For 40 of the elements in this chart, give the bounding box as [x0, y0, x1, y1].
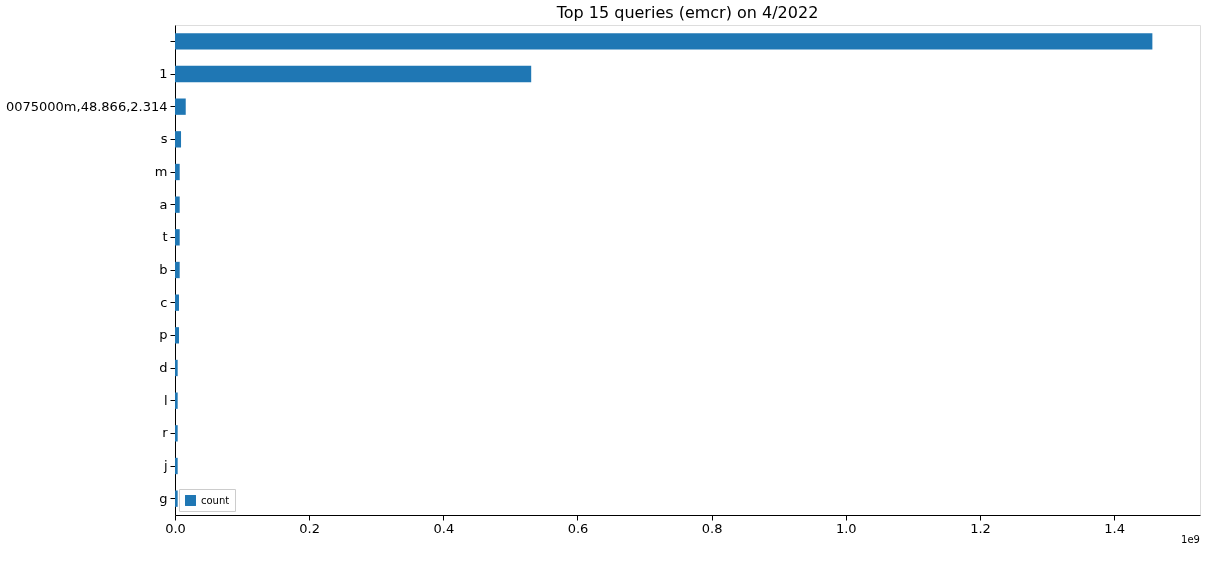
- bar: [175, 196, 180, 213]
- y-tick-label: l: [163, 392, 168, 408]
- chart-title: Top 15 queries (emcr) on 4/2022: [555, 3, 819, 22]
- y-tick-label: b: [159, 262, 168, 277]
- x-tick-label: 0.4: [433, 520, 455, 536]
- bar: [175, 131, 182, 148]
- bar: [175, 359, 178, 377]
- x-tick-label: 0.2: [299, 520, 321, 536]
- bar: [175, 229, 180, 246]
- x-tick-label: 0.8: [701, 520, 723, 536]
- text: 1e9: [1181, 534, 1200, 545]
- legend-label: count: [201, 494, 230, 506]
- y-tick-label: g: [159, 490, 168, 506]
- x-tick-label: 1.2: [970, 520, 991, 536]
- y-tick-label: a: [159, 196, 168, 212]
- bar: [175, 392, 178, 409]
- y-tick-label: c: [160, 294, 168, 310]
- y-tick-label: s: [160, 131, 168, 147]
- bar: [175, 457, 178, 475]
- y-tick-label: j: [162, 458, 168, 473]
- y-tick-label: p: [159, 327, 168, 343]
- bar: [175, 261, 180, 279]
- x-tick-label: 0.0: [165, 520, 186, 536]
- y-tick-label: 0075000m,48.866,2.314: [5, 98, 168, 114]
- bar: [175, 33, 1153, 50]
- bar: [175, 294, 180, 311]
- x-tick-label: 0.6: [567, 520, 589, 536]
- bar: [175, 425, 178, 442]
- bar: [175, 98, 186, 115]
- bar: [175, 490, 178, 507]
- y-tick-label: m: [154, 164, 168, 179]
- y-tick-label: 1: [159, 66, 168, 81]
- x-tick-label: 1.4: [1104, 520, 1125, 536]
- y-tick-label: t: [162, 229, 168, 245]
- bar: [175, 327, 180, 344]
- x-tick-label: 1.0: [835, 520, 857, 536]
- y-tick-label: r: [162, 425, 169, 441]
- bar: [175, 163, 180, 181]
- y-tick-label: d: [159, 360, 168, 375]
- bar: [175, 65, 532, 83]
